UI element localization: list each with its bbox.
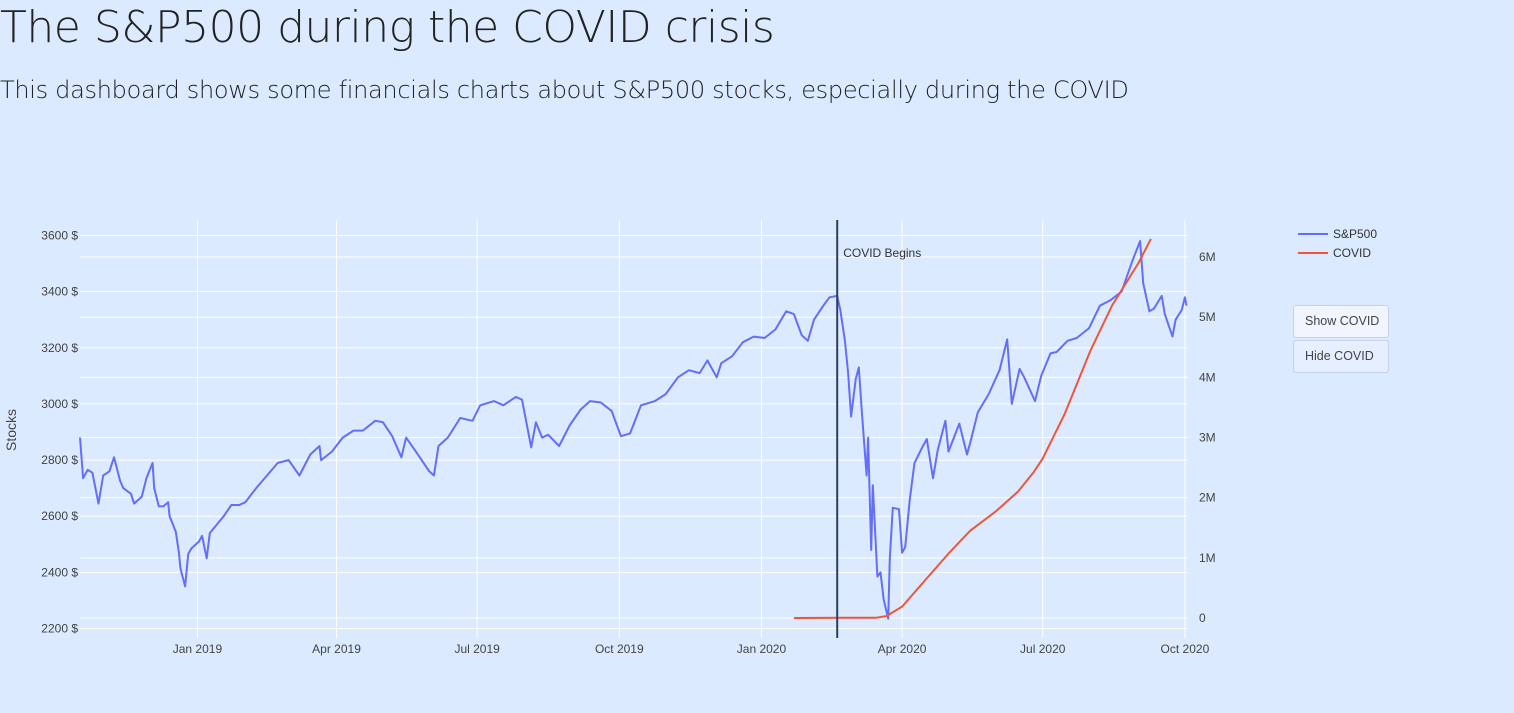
grid-layer xyxy=(80,220,1188,638)
x-tick-label: Oct 2020 xyxy=(1161,642,1210,656)
y-tick-label-right: 6M xyxy=(1199,250,1216,264)
covid-begins-label: COVID Begins xyxy=(843,246,921,260)
x-tick-label: Apr 2019 xyxy=(312,642,361,656)
y-tick-label-left: 2800 $ xyxy=(41,453,78,467)
x-tick-label: Jan 2019 xyxy=(173,642,223,656)
y-tick-label-left: 3400 $ xyxy=(41,285,78,299)
show-covid-button[interactable]: Show COVID xyxy=(1293,305,1389,338)
y-tick-label-left: 2400 $ xyxy=(41,565,78,579)
legend-label-covid[interactable]: COVID xyxy=(1333,246,1371,260)
hide-covid-button[interactable]: Hide COVID xyxy=(1293,340,1389,373)
y-tick-label-left: 3000 $ xyxy=(41,397,78,411)
y-tick-label-right: 4M xyxy=(1199,370,1216,384)
legend[interactable]: S&P500 COVID xyxy=(1298,227,1377,260)
covid-series-line xyxy=(793,238,1152,619)
y-tick-label-right: 0 xyxy=(1199,611,1206,625)
y-tick-label-right: 2M xyxy=(1199,491,1216,505)
y-tick-label-left: 3200 $ xyxy=(41,341,78,355)
y-axis-title: Stocks xyxy=(3,409,19,451)
legend-label-sp500[interactable]: S&P500 xyxy=(1333,227,1377,241)
series-layer xyxy=(79,238,1188,620)
y-tick-label-left: 3600 $ xyxy=(41,229,78,243)
y-tick-label-right: 3M xyxy=(1199,431,1216,445)
page-title: The S&P500 during the COVID crisis xyxy=(0,2,775,53)
y-tick-label-right: 1M xyxy=(1199,551,1216,565)
y-tick-label-right: 5M xyxy=(1199,310,1216,324)
sp500-series-line xyxy=(79,240,1188,620)
page-subtitle: This dashboard shows some financials cha… xyxy=(0,76,1129,104)
x-tick-label: Jan 2020 xyxy=(737,642,787,656)
annotation-layer: COVID Begins xyxy=(836,220,921,638)
x-tick-label: Jul 2020 xyxy=(1020,642,1066,656)
x-tick-label: Apr 2020 xyxy=(878,642,927,656)
plot-area xyxy=(80,220,1188,638)
x-tick-label: Oct 2019 xyxy=(595,642,644,656)
axis-layer: Stocks Jan 2019 Apr 2019 Jul 2019 Oct 2019 J… xyxy=(3,229,1216,657)
x-tick-label: Jul 2019 xyxy=(454,642,500,656)
y-tick-label-left: 2600 $ xyxy=(41,509,78,523)
y-tick-label-left: 2200 $ xyxy=(41,622,78,636)
